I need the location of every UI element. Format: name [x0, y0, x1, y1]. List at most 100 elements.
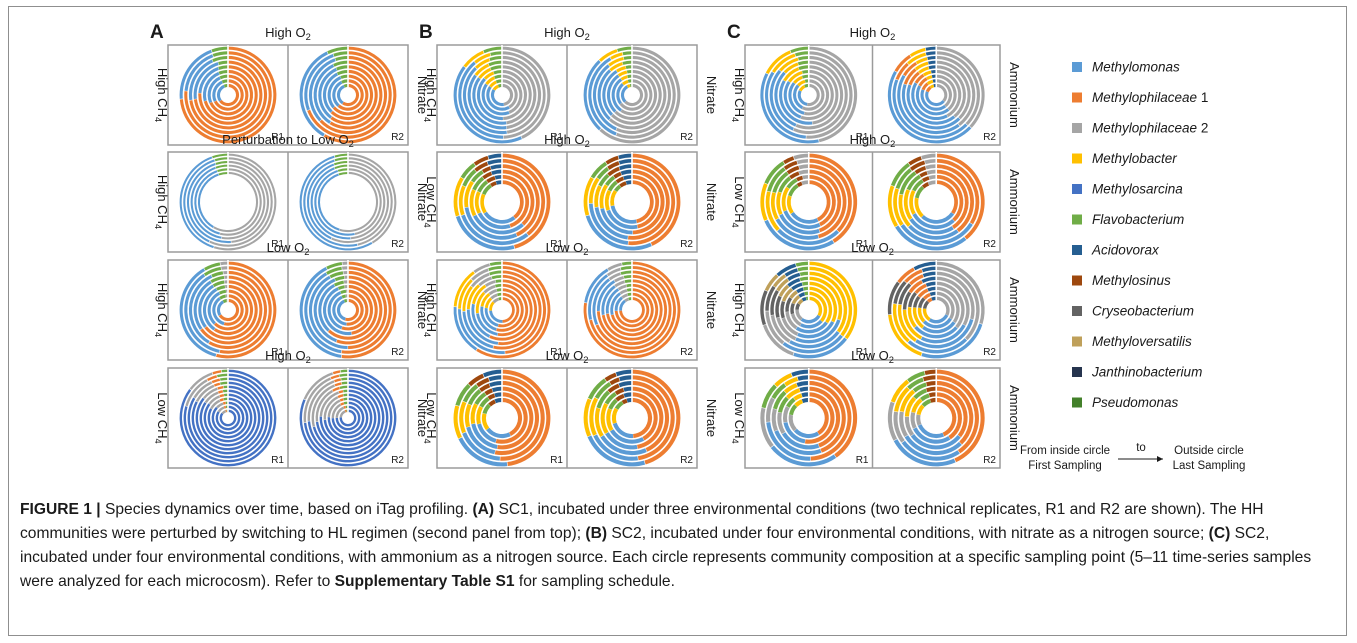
ring-segment — [769, 69, 794, 131]
ring-segment — [936, 46, 985, 128]
ring-segment — [458, 279, 473, 309]
ring-segment — [777, 412, 786, 434]
ring-segment — [299, 267, 342, 358]
ring-segment — [483, 284, 496, 294]
ring-segment — [625, 65, 632, 69]
ring-segment — [915, 85, 950, 116]
ring-segment — [632, 174, 660, 229]
replicate-label: R2 — [983, 455, 996, 466]
ring-segment — [299, 51, 329, 137]
ring-segment — [317, 173, 340, 231]
ring-segment — [615, 176, 625, 184]
ring-segment — [797, 60, 809, 66]
ring-segment — [624, 279, 632, 284]
ring-segment — [617, 284, 627, 291]
ring-segment — [760, 73, 819, 144]
ring-segment — [605, 288, 620, 314]
ring-segment — [926, 75, 933, 80]
ring-segment — [207, 291, 221, 325]
ring-segment — [474, 53, 491, 64]
ring-segment — [339, 398, 344, 402]
ring-segment — [185, 379, 208, 407]
ring-segment — [766, 422, 811, 461]
ring-segment — [777, 228, 840, 246]
ring-segment — [455, 215, 515, 251]
ring-segment — [343, 405, 346, 409]
ring-segment — [467, 389, 482, 406]
ring-segment — [921, 182, 930, 189]
ring-segment — [615, 393, 625, 402]
legend-swatch — [1072, 275, 1082, 286]
ring-segment — [902, 309, 923, 340]
ring-segment — [330, 374, 340, 380]
ring-segment — [493, 69, 502, 75]
ring-segment — [929, 291, 937, 296]
ring-segment — [798, 292, 805, 298]
ring-segment — [620, 266, 632, 271]
ring-segment — [928, 174, 936, 180]
ring-segment — [927, 55, 936, 60]
ring-segment — [343, 389, 348, 393]
ring-segment — [336, 84, 345, 105]
ring-segment — [327, 76, 342, 109]
ring-segment — [621, 293, 629, 299]
ring-segment — [221, 79, 228, 84]
ring-segment — [605, 432, 638, 450]
ring-segment — [221, 266, 228, 270]
ring-segment — [605, 155, 619, 165]
ring-segment — [786, 397, 796, 408]
ring-segment — [918, 77, 928, 87]
ring-segment — [490, 88, 505, 107]
ring-segment — [632, 386, 664, 449]
ring-segment — [927, 180, 937, 186]
condition-title: High O2 — [850, 132, 896, 149]
ring-segment — [494, 392, 502, 398]
replicate-label: R2 — [391, 347, 404, 358]
legend-swatch — [1072, 123, 1082, 133]
ring-segment — [596, 390, 610, 409]
ring-segment — [760, 407, 774, 448]
ring-segment — [796, 380, 809, 387]
community-donut — [887, 45, 985, 144]
community-donut — [583, 368, 681, 467]
ring-segment — [219, 398, 224, 402]
community-donut — [299, 260, 397, 359]
community-donut — [760, 368, 858, 467]
ring-segment — [799, 386, 809, 392]
ring-segment — [218, 171, 228, 176]
replicate-label: R1 — [856, 347, 869, 358]
ring-segment — [606, 408, 614, 432]
ring-segment — [458, 61, 504, 139]
community-donut — [453, 260, 551, 359]
ring-segment — [496, 288, 502, 292]
ring-segment — [786, 388, 801, 400]
ring-segment — [343, 270, 348, 275]
ring-segment — [327, 291, 343, 330]
ring-segment — [212, 55, 228, 63]
ring-segment — [179, 268, 217, 357]
replicate-label: R2 — [680, 347, 693, 358]
ring-segment — [795, 321, 828, 334]
ring-segment — [618, 380, 632, 388]
ring-segment — [775, 218, 819, 240]
ring-segment — [925, 86, 932, 93]
ring-segment — [592, 278, 611, 326]
ring-segment — [487, 158, 502, 166]
ring-segment — [477, 180, 489, 193]
ring-segment — [762, 324, 794, 356]
ring-segment — [797, 90, 808, 106]
ring-segment — [489, 310, 503, 323]
ring-segment — [890, 162, 910, 187]
ring-segment — [621, 261, 632, 266]
ring-segment — [920, 393, 930, 402]
caption-intro: Species dynamics over time, based on iTa… — [100, 501, 473, 518]
ring-segment — [217, 385, 224, 390]
ring-segment — [476, 405, 483, 425]
ring-segment — [628, 297, 632, 301]
ring-segment — [761, 384, 777, 409]
ring-segment — [340, 402, 345, 406]
ring-segment — [212, 297, 225, 326]
ring-segment — [459, 401, 467, 434]
ring-segment — [342, 83, 360, 107]
